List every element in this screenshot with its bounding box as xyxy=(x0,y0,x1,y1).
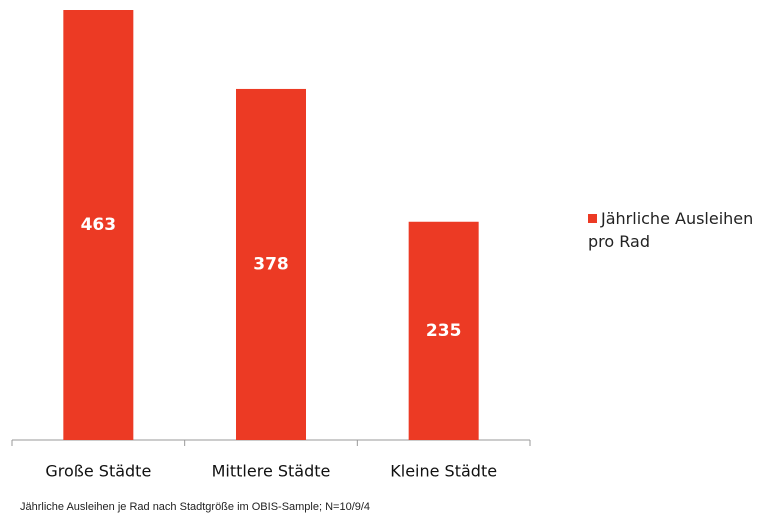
value-label: 235 xyxy=(426,321,462,341)
x-tick-label: Mittlere Städte xyxy=(212,462,331,481)
bar xyxy=(408,221,479,440)
x-tick-label: Kleine Städte xyxy=(390,462,497,481)
x-tick-label: Große Städte xyxy=(45,462,151,481)
bar xyxy=(236,88,306,440)
legend-swatch xyxy=(588,214,597,223)
bar xyxy=(63,10,134,440)
value-label: 378 xyxy=(253,254,289,274)
caption: Jährliche Ausleihen je Rad nach Stadtgrö… xyxy=(20,501,370,513)
value-label: 463 xyxy=(81,215,117,235)
legend: Jährliche Ausleihen pro Rad xyxy=(588,207,778,253)
legend-label: Jährliche Ausleihen pro Rad xyxy=(588,209,754,251)
